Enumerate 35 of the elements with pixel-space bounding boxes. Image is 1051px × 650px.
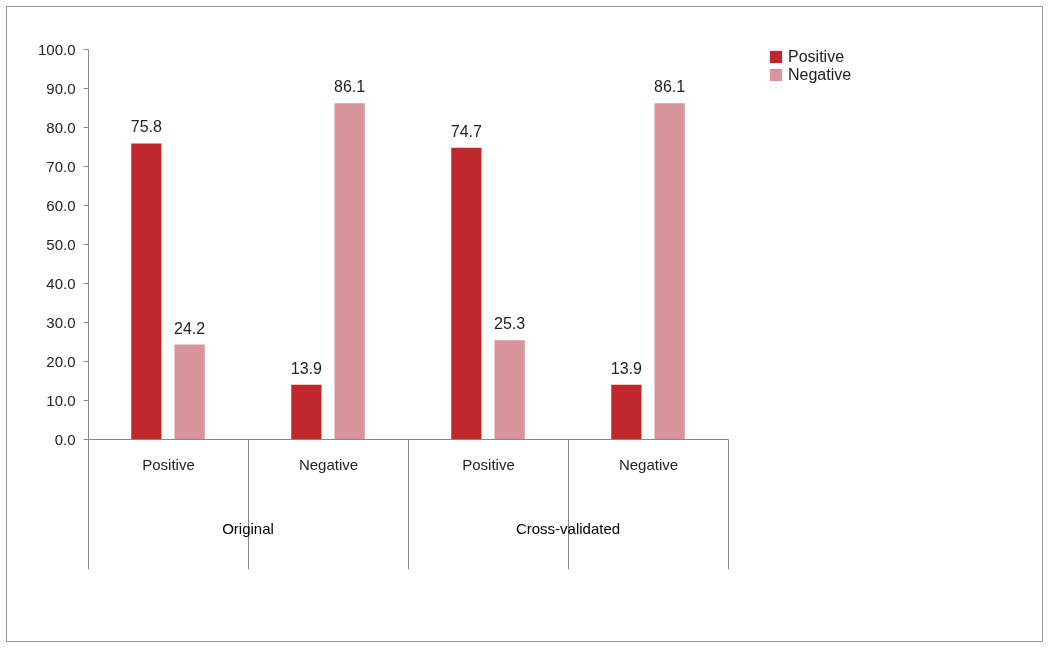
legend-label: Positive bbox=[788, 48, 845, 65]
data-label: 13.9 bbox=[290, 359, 323, 377]
bar bbox=[174, 344, 205, 439]
y-tick-label: 40.0 bbox=[46, 274, 76, 292]
text: Original bbox=[222, 520, 274, 537]
data-label: 24.2 bbox=[174, 319, 206, 337]
bar bbox=[291, 384, 322, 439]
text: Cross-validated bbox=[515, 520, 621, 537]
bar bbox=[611, 384, 642, 439]
bar bbox=[494, 340, 525, 439]
y-tick-label: 0.0 bbox=[54, 430, 76, 448]
data-label: 86.1 bbox=[334, 78, 366, 96]
y-tick-label: 30.0 bbox=[46, 313, 76, 331]
data-label: 86.1 bbox=[654, 78, 686, 96]
data-label: 25.3 bbox=[494, 315, 526, 333]
y-tick-label: 10.0 bbox=[46, 391, 76, 409]
y-tick-label: 50.0 bbox=[46, 235, 76, 253]
x-tick-label: Negative bbox=[298, 455, 359, 473]
data-label: 75.8 bbox=[130, 118, 163, 136]
y-tick-label: 70.0 bbox=[46, 157, 76, 175]
data-label: 74.7 bbox=[450, 122, 483, 140]
bar bbox=[131, 143, 162, 439]
legend-label: Negative bbox=[788, 66, 852, 83]
y-tick-label: 20.0 bbox=[46, 352, 76, 370]
x-tick-label: Positive bbox=[462, 455, 515, 473]
bar bbox=[451, 147, 482, 439]
data-label: 13.9 bbox=[610, 359, 643, 377]
y-tick-label: 80.0 bbox=[46, 118, 76, 136]
y-tick-label: 60.0 bbox=[46, 196, 76, 214]
y-tick-label: 90.0 bbox=[46, 79, 76, 97]
bar bbox=[334, 103, 365, 439]
x-tick-label: Negative bbox=[618, 455, 679, 473]
x-tick-label: Positive bbox=[142, 455, 195, 473]
y-tick-label: 100.0 bbox=[37, 40, 76, 58]
bar bbox=[654, 103, 685, 439]
